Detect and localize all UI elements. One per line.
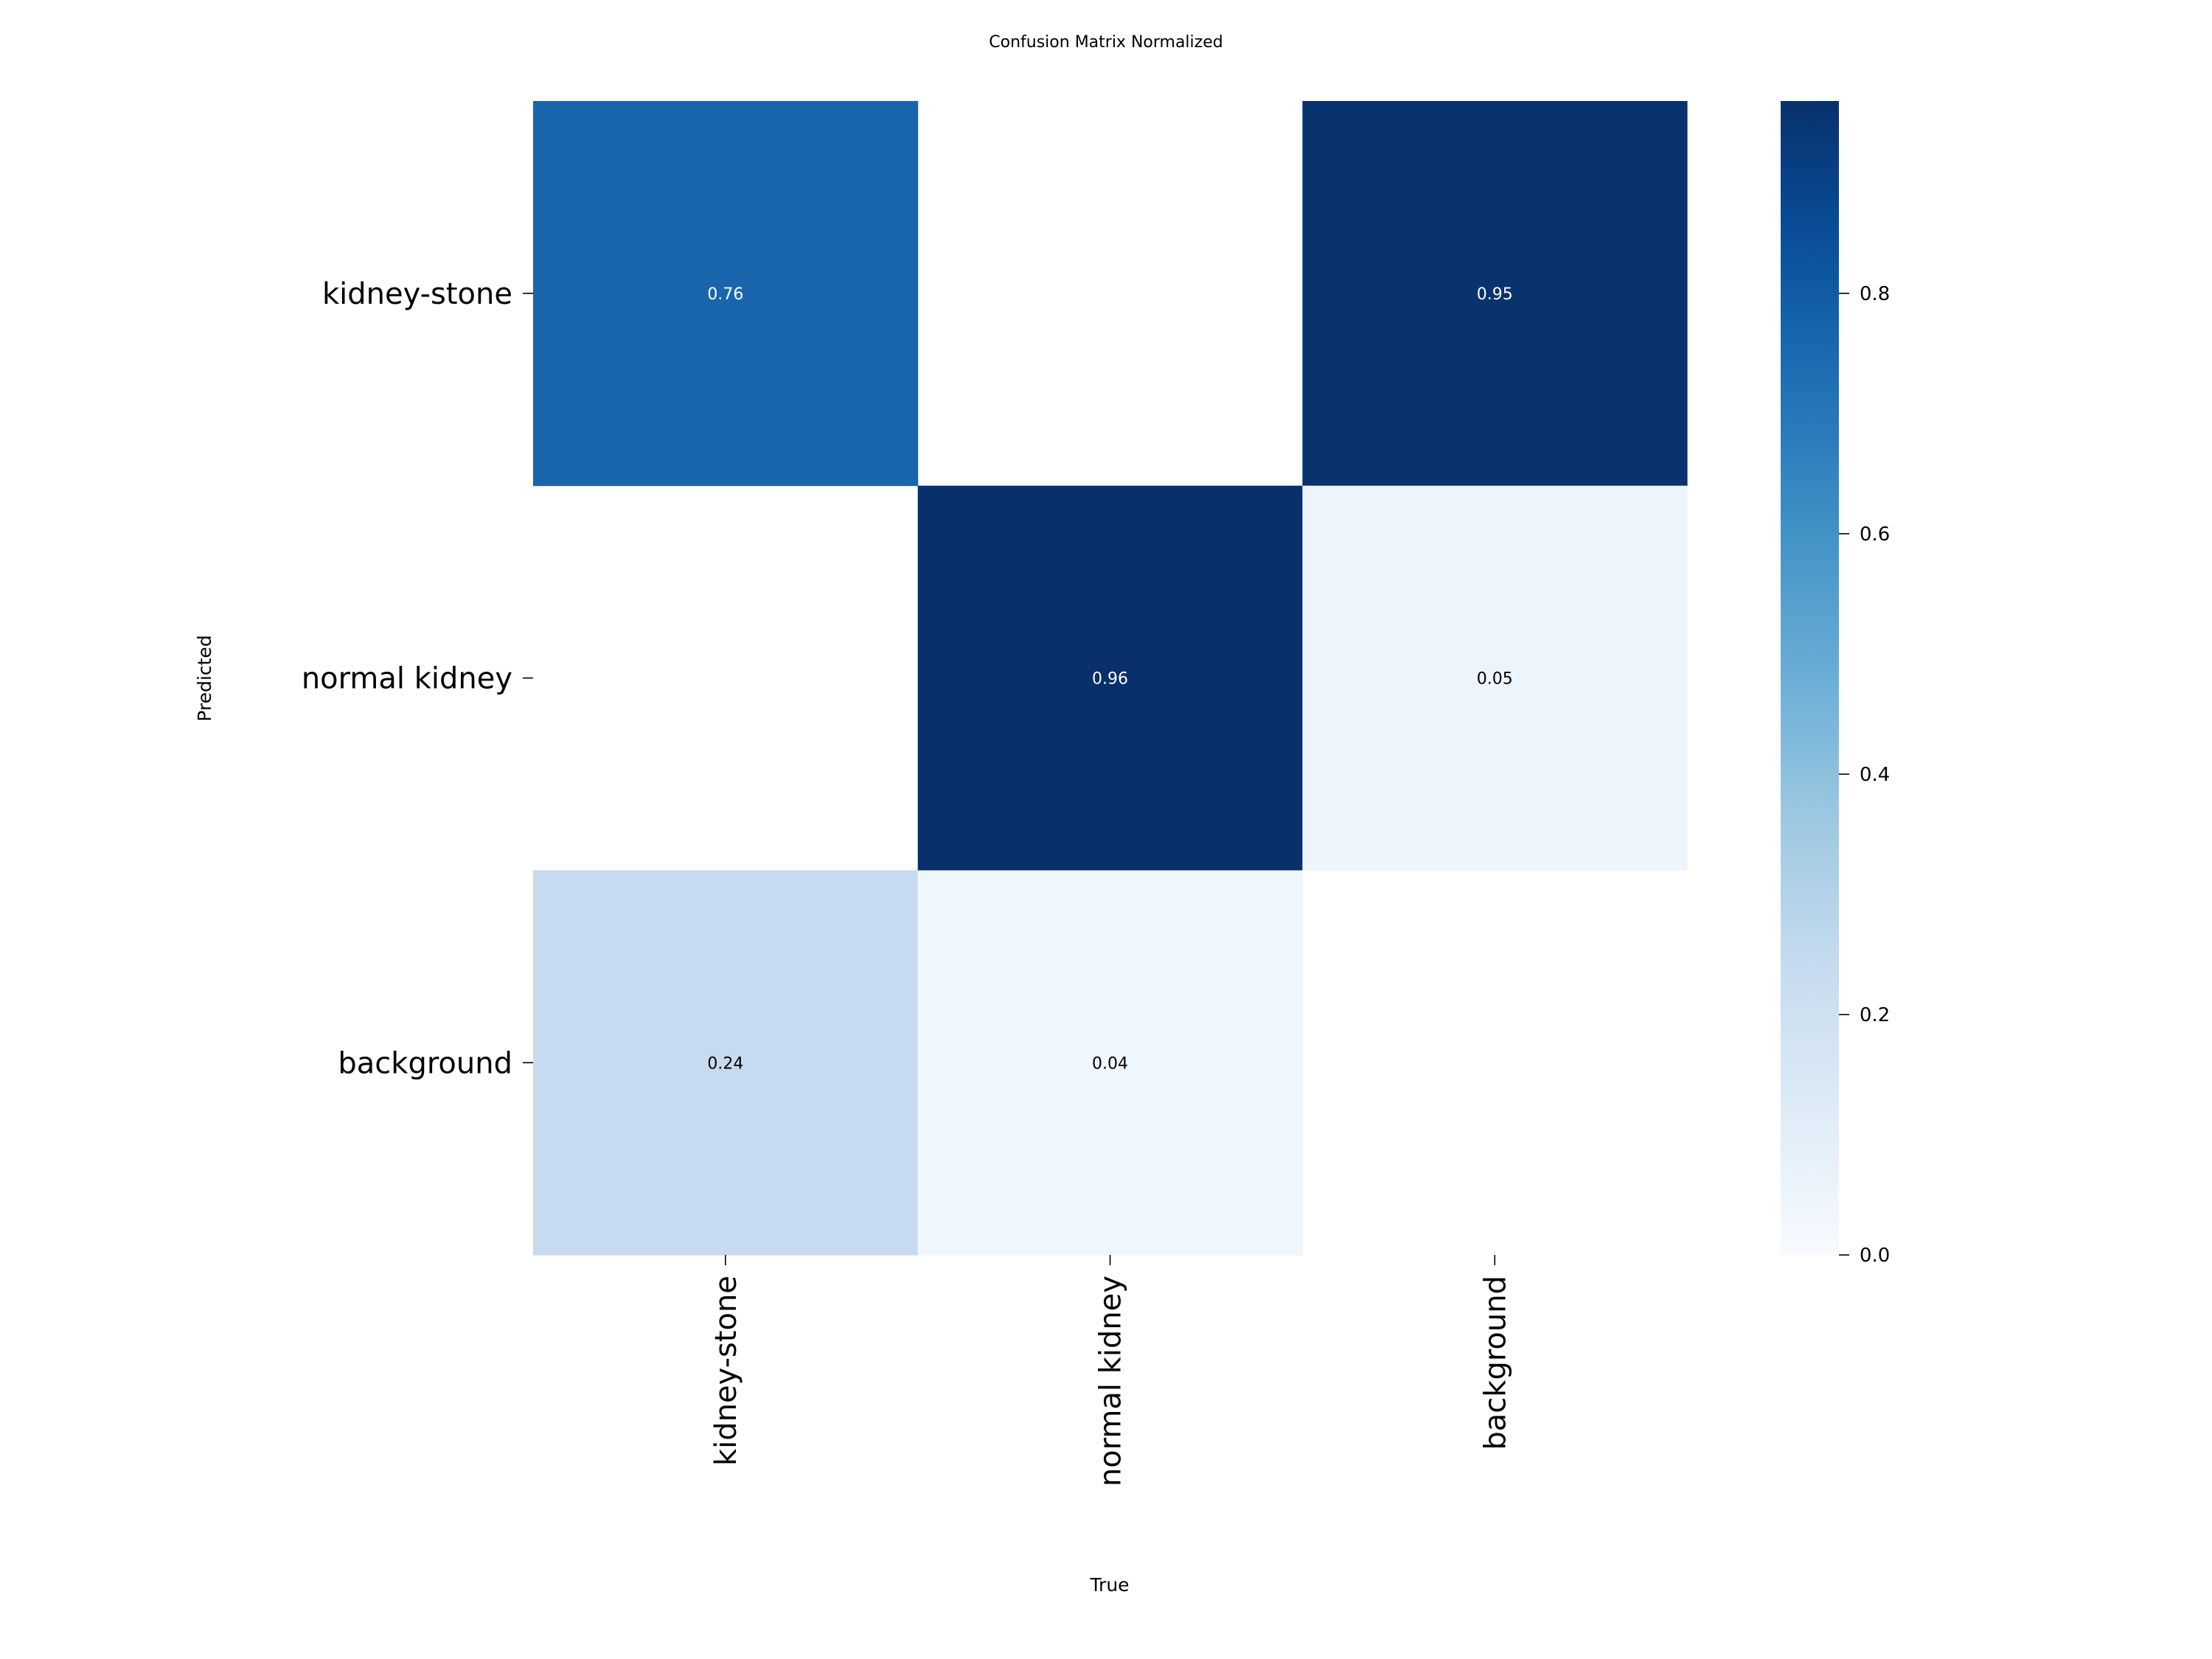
x-tick-label: normal kidney (1094, 1276, 1128, 1486)
chart-title: Confusion Matrix Normalized (989, 33, 1222, 52)
x-tick-label: background (1478, 1276, 1512, 1450)
heatmap-cell (917, 870, 1303, 1256)
heatmap-cell (1302, 485, 1688, 871)
y-tick-label: background (338, 1046, 512, 1080)
colorbar-tick-label: 0.2 (1860, 1004, 1890, 1026)
y-tick-label: normal kidney (302, 662, 512, 696)
cell-value-label: 0.76 (707, 285, 743, 304)
cell-value-label: 0.24 (707, 1054, 743, 1073)
x-axis-label: True (1089, 1574, 1129, 1596)
heatmap-cell (1302, 101, 1688, 487)
colorbar-tick-label: 0.0 (1860, 1245, 1890, 1267)
y-tick-label: kidney-stone (322, 277, 512, 311)
colorbar-tick-label: 0.8 (1860, 283, 1890, 305)
colorbar-tick-label: 0.6 (1860, 524, 1890, 546)
heatmap-cell (533, 101, 919, 487)
y-axis-label: Predicted (194, 635, 215, 721)
cell-value-label: 0.95 (1477, 285, 1513, 304)
heatmap-cell (533, 870, 919, 1256)
colorbar-tick-label: 0.4 (1860, 764, 1890, 786)
heatmap-cell (917, 485, 1303, 871)
cell-value-label: 0.05 (1477, 670, 1513, 689)
x-tick-label: kidney-stone (709, 1276, 743, 1466)
cell-value-label: 0.96 (1092, 670, 1128, 689)
colorbar (1781, 101, 1839, 1255)
cell-value-label: 0.04 (1092, 1054, 1128, 1073)
